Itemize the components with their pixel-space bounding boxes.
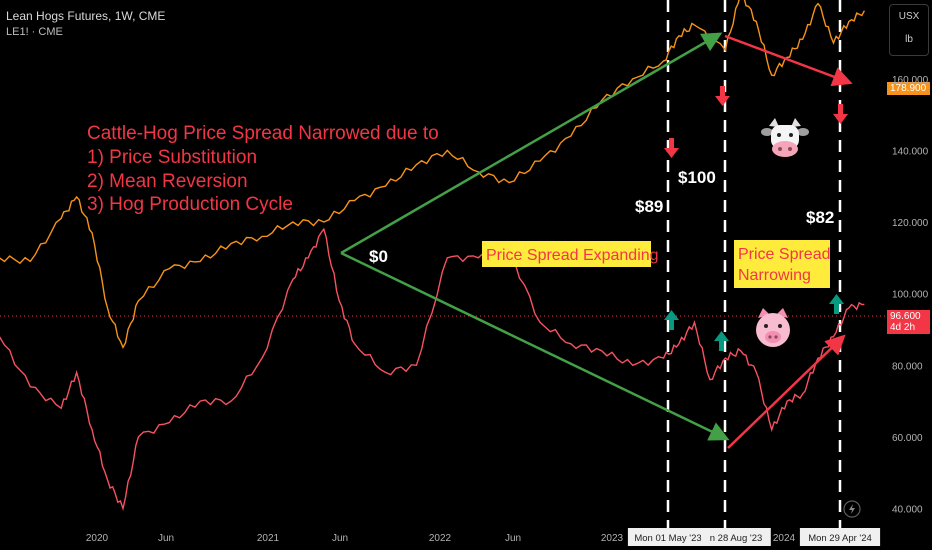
x-tick-label: Jun bbox=[505, 533, 521, 544]
x-tick-label: Mon 29 Apr '24 bbox=[808, 533, 872, 544]
x-tick-label: 2022 bbox=[429, 533, 452, 544]
spread-label-0: $0 bbox=[369, 247, 388, 266]
chart-title: Lean Hogs Futures, 1W, CME bbox=[6, 9, 166, 23]
y-tick-label: 140.000 bbox=[892, 146, 929, 157]
cow-face-icon bbox=[761, 118, 809, 157]
x-tick-label: Jun bbox=[332, 533, 348, 544]
lightning-icon[interactable] bbox=[843, 500, 861, 518]
y-axis: 40.000 60.000 80.000 100.000 120.000 140.000 1… bbox=[892, 75, 929, 516]
expand-arrow-upper bbox=[340, 32, 723, 255]
x-tick-label: 2021 bbox=[257, 533, 280, 544]
spread-narrowing-box bbox=[734, 240, 830, 288]
x-tick-highlight bbox=[701, 528, 771, 546]
spread-narrowing-line2: Narrowing bbox=[738, 267, 811, 284]
pig-face-icon bbox=[756, 308, 790, 347]
headline-line1: Cattle-Hog Price Spread Narrowed due to bbox=[87, 123, 439, 144]
x-tick-label: 2024 bbox=[773, 533, 796, 544]
spread-expanding-box bbox=[482, 241, 651, 267]
hog-price-countdown: 4d 2h bbox=[890, 322, 916, 333]
hog-price-value: 96.600 bbox=[890, 311, 921, 322]
spread-label-89: $89 bbox=[635, 197, 663, 216]
down-marker-3 bbox=[833, 104, 848, 124]
y-tick-label: 160.000 bbox=[892, 75, 929, 86]
expand-arrow-lower bbox=[340, 251, 730, 441]
cattle-price-tag: 178.900 bbox=[887, 82, 930, 95]
x-tick-label: Jun bbox=[158, 533, 174, 544]
down-marker-1 bbox=[664, 138, 679, 158]
x-tick-highlight bbox=[627, 528, 709, 546]
y-tick-label: 120.000 bbox=[892, 218, 929, 229]
x-axis: 2020 Jun 2021 Jun 2022 Jun 2023 Mon 01 May '23 n… bbox=[86, 528, 881, 546]
currency-label: USX bbox=[898, 11, 920, 22]
up-marker-1 bbox=[664, 310, 679, 330]
unit-label: lb bbox=[905, 34, 913, 45]
price-unit-selector[interactable]: USX lb bbox=[889, 4, 929, 56]
headline-line3: 2) Mean Reversion bbox=[87, 171, 248, 192]
headline-line4: 3) Hog Production Cycle bbox=[87, 194, 293, 215]
x-tick-highlight bbox=[799, 528, 881, 546]
x-tick-label: 2023 bbox=[601, 533, 624, 544]
spread-expanding-label: Price Spread Expanding bbox=[486, 247, 659, 264]
up-marker-3 bbox=[829, 294, 844, 314]
y-tick-label: 40.000 bbox=[892, 505, 923, 516]
headline-line2: 1) Price Substitution bbox=[87, 147, 257, 168]
spread-narrowing-line1: Price Spread bbox=[738, 246, 831, 263]
spread-label-100: $100 bbox=[678, 168, 716, 187]
hog-series-line bbox=[0, 227, 865, 512]
spread-label-82: $82 bbox=[806, 208, 834, 227]
narrow-arrow-upper bbox=[724, 34, 853, 87]
hog-price-tag: 96.600 4d 2h bbox=[887, 310, 930, 334]
down-marker-2 bbox=[715, 86, 730, 106]
cattle-series-line bbox=[0, 0, 866, 349]
y-tick-label: 80.000 bbox=[892, 361, 923, 372]
chart-subtitle: LE1! · CME bbox=[6, 26, 63, 38]
series-layer bbox=[0, 0, 866, 512]
x-tick-label: 2020 bbox=[86, 533, 109, 544]
narrow-arrow-lower bbox=[727, 334, 846, 449]
y-tick-label: 60.000 bbox=[892, 433, 923, 444]
y-tick-label: 100.000 bbox=[892, 290, 929, 301]
x-tick-label: n 28 Aug '23 bbox=[710, 533, 763, 544]
up-marker-2 bbox=[714, 331, 729, 351]
x-tick-label: Mon 01 May '23 bbox=[634, 533, 701, 544]
